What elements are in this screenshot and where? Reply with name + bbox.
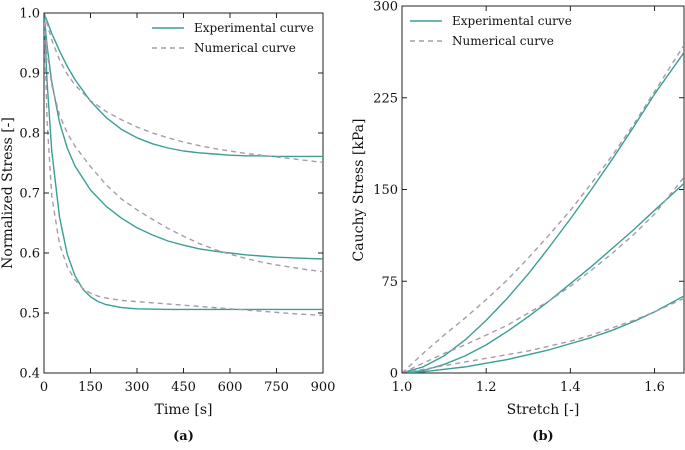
panel-a-xtick-label: 450 [171, 380, 196, 395]
panel-b-numerical-line-upper [402, 44, 684, 373]
panel-a-xtick-label: 600 [218, 380, 243, 395]
panel-a-numerical-line-middle [44, 13, 323, 273]
panel-a-numerical-line-upper [44, 13, 323, 164]
panel-a-xtick-label: 0 [40, 380, 48, 395]
panel-a-legend-label: Experimental curve [194, 21, 314, 35]
panel-b-legend-label: Experimental curve [452, 14, 572, 28]
panel-a-ytick-label: 1.0 [19, 7, 40, 22]
panel-a-legend: Experimental curve Numerical curve [152, 21, 314, 55]
panel-b-ytick-label: 225 [373, 91, 398, 106]
panel-b: 1.0 1.2 1.4 1.6 0 75 150 225 300 Stretch [-] Cauch… [351, 0, 685, 444]
panel-b-experimental-line-upper [402, 52, 684, 373]
panel-b-numerical-line-lower [402, 297, 684, 373]
panel-a-label: (a) [173, 429, 194, 444]
panel-a: 0 150 300 450 600 750 900 0.4 0.5 0.6 0.7 0.8 0.9 1.0… [0, 7, 335, 445]
panel-b-ytick-label: 0 [390, 367, 398, 382]
panel-a-xtick-label: 750 [264, 380, 289, 395]
panel-a-legend-label: Numerical curve [194, 41, 296, 55]
panel-a-ytick-label: 0.7 [19, 187, 40, 202]
panel-b-ytick-label: 150 [373, 183, 398, 198]
panel-a-xtick-label: 150 [78, 380, 103, 395]
panel-a-ytick-label: 0.8 [19, 127, 40, 142]
panel-a-xtick-label: 300 [125, 380, 150, 395]
panel-b-xtick-label: 1.6 [644, 380, 665, 395]
panel-a-xtick-label: 900 [311, 380, 336, 395]
panel-a-x-axis-label: Time [s] [155, 402, 213, 418]
panel-a-ytick-label: 0.6 [19, 247, 40, 262]
panel-a-series-group [44, 13, 323, 317]
panel-b-xtick-label: 1.2 [476, 380, 497, 395]
panel-b-series-group [402, 44, 684, 373]
panel-a-y-axis-label: Normalized Stress [-] [0, 117, 16, 269]
panel-a-experimental-line-lower [44, 13, 323, 311]
panel-b-experimental-line-middle [402, 182, 684, 373]
panel-a-numerical-line-lower [44, 13, 323, 317]
panel-a-ytick-label: 0.4 [19, 367, 40, 382]
panel-b-legend: Experimental curve Numerical curve [410, 14, 572, 48]
panel-a-ytick-label: 0.9 [19, 67, 40, 82]
panel-b-x-axis-label: Stretch [-] [507, 402, 580, 418]
panel-a-experimental-line-middle [44, 13, 323, 260]
panel-b-legend-label: Numerical curve [452, 34, 554, 48]
panel-b-ytick-label: 75 [381, 275, 398, 290]
panel-b-xtick-label: 1.0 [392, 380, 413, 395]
panel-b-experimental-line-lower [402, 295, 684, 373]
panel-a-plot-frame [43, 12, 324, 374]
panel-b-xtick-label: 1.4 [560, 380, 581, 395]
panel-b-numerical-line-middle [402, 176, 684, 373]
panel-b-label: (b) [532, 429, 553, 444]
panel-b-y-axis-label: Cauchy Stress [kPa] [351, 119, 367, 262]
panel-b-ytick-label: 300 [373, 0, 398, 15]
panel-a-ytick-label: 0.5 [19, 307, 40, 322]
